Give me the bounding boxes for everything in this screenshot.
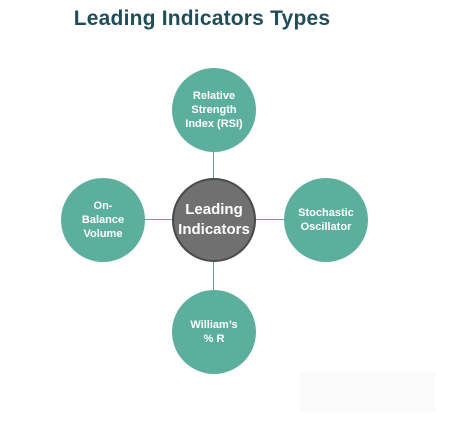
connector-bottom bbox=[213, 260, 214, 291]
node-leading-indicators: Leading Indicators bbox=[172, 178, 256, 262]
node-williams-label: William’s % R bbox=[190, 319, 238, 345]
node-stochastic-label: Stochastic Oscillator bbox=[298, 207, 354, 233]
node-obv-label: On- Balance Volume bbox=[81, 200, 125, 240]
page-title: Leading Indicators Types bbox=[73, 7, 331, 30]
connector-right bbox=[255, 219, 285, 220]
node-center-label: Leading Indicators bbox=[178, 201, 250, 238]
node-rsi: Relative Strength Index (RSI) bbox=[172, 68, 256, 152]
node-stochastic-oscillator: Stochastic Oscillator bbox=[284, 178, 368, 262]
node-rsi-label: Relative Strength Index (RSI) bbox=[185, 90, 243, 130]
connector-left bbox=[144, 219, 173, 220]
node-williams-r: William’s % R bbox=[172, 290, 256, 374]
node-on-balance-volume: On- Balance Volume bbox=[61, 178, 145, 262]
connector-top bbox=[213, 150, 214, 180]
watermark-area bbox=[300, 372, 435, 412]
